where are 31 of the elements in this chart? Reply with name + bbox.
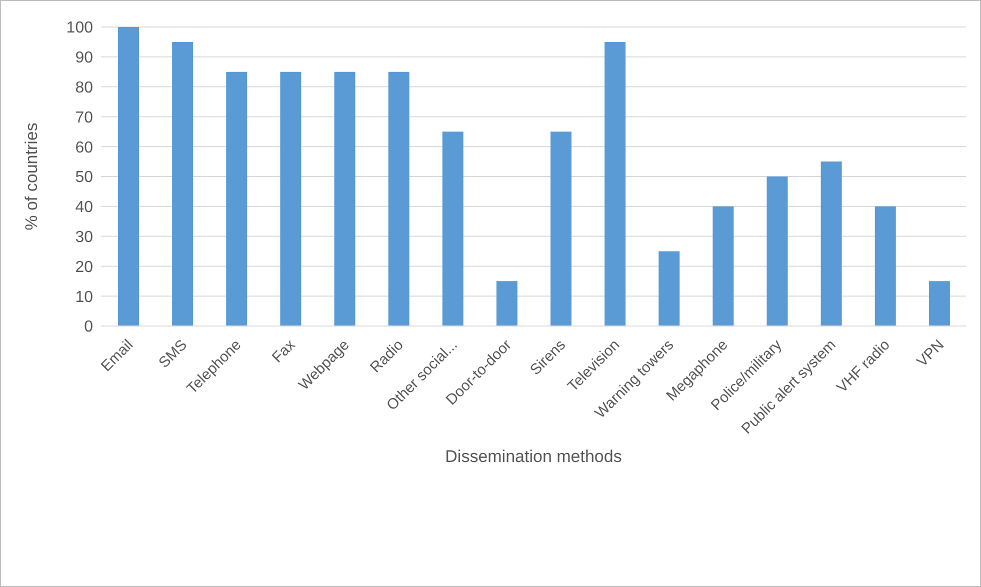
y-tick-label: 60: [75, 139, 94, 156]
y-tick-label: 90: [75, 50, 94, 67]
y-axis-title: % of countries: [22, 122, 42, 230]
y-tick-label: 40: [75, 199, 94, 216]
bar: [118, 27, 139, 326]
bar: [820, 162, 842, 326]
x-axis-title: Dissemination methods: [445, 447, 622, 466]
bar: [658, 251, 680, 326]
bar: [334, 72, 356, 326]
y-tick-label: 80: [75, 79, 94, 96]
bar: [280, 72, 302, 326]
bar: [712, 206, 734, 326]
y-tick-label: 100: [66, 20, 94, 37]
bar: [604, 42, 626, 326]
bar: [442, 132, 464, 326]
bar: [388, 72, 410, 326]
y-tick-label: 10: [75, 288, 94, 306]
y-tick-label: 70: [75, 109, 94, 126]
bar: [874, 206, 896, 326]
x-tick-label: Fax: [268, 336, 300, 366]
y-tick-label: 20: [75, 258, 94, 276]
bar: [766, 176, 788, 326]
bar: [496, 281, 518, 326]
bar: [928, 281, 950, 326]
bar: [226, 72, 248, 326]
x-tick-label: VPN: [914, 336, 948, 370]
y-tick-label: 50: [75, 169, 94, 186]
y-tick-label: 0: [84, 318, 94, 336]
bar: [550, 132, 572, 326]
bar: [172, 42, 194, 326]
y-tick-label: 30: [75, 228, 94, 246]
